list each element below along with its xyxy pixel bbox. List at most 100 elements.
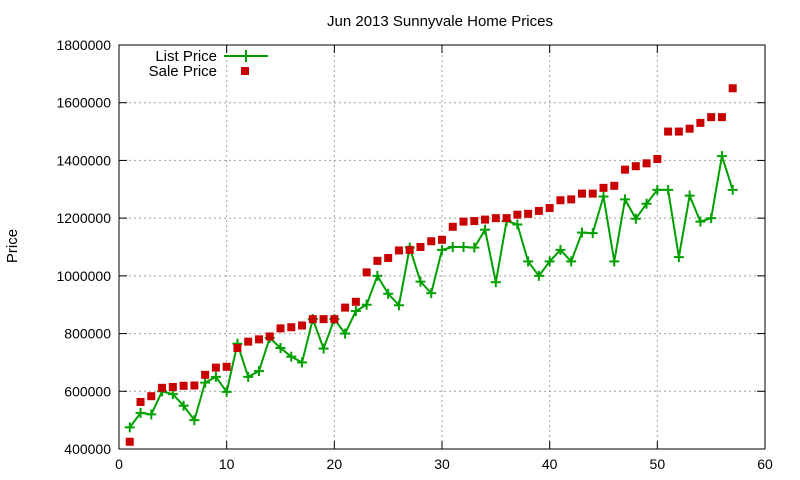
chart-title: Jun 2013 Sunnyvale Home Prices [327,13,553,30]
sale-price-point [685,124,694,133]
sale-price-point [502,214,511,223]
list-price-point [221,386,232,397]
x-tick-label: 0 [115,456,123,472]
list-price-point [426,288,437,299]
sale-price-point [222,362,231,371]
legend-marker-list-price [240,50,252,62]
list-price-point [415,276,426,287]
list-price-point [695,216,706,227]
sale-price-point [147,392,156,401]
sale-price-point [567,195,576,204]
sale-price-point [330,315,339,324]
sale-price-point [577,189,586,198]
sale-price-point [664,127,673,136]
sale-price-point [179,381,188,390]
sale-price-point [448,222,457,231]
y-axis-title: Price [4,229,21,263]
x-tick-label: 30 [434,456,450,472]
list-price-point [598,191,609,202]
sale-price-point [158,383,167,392]
sale-price-point [168,382,177,391]
list-price-point [663,184,674,195]
sale-price-point [201,370,210,379]
list-price-point [243,371,254,382]
sale-price-point [254,335,263,344]
axis-tick-labels: 400000 600000 800000 1000000 1200000 1400000 1… [56,37,773,472]
sale-price-point [233,344,242,352]
sale-price-point [556,196,565,205]
sale-price-point [696,118,705,127]
y-tick-label: 1800000 [56,37,111,53]
sale-price-point [405,245,414,254]
sale-price-point [642,159,651,168]
list-price-point [533,270,544,281]
sale-price-point [717,113,726,122]
list-price-point [447,242,458,252]
sale-price-point [491,214,500,223]
list-price-point [630,213,641,224]
legend-label-list-price: List Price [155,48,217,65]
sale-price-point [265,332,274,341]
list-price-point [480,224,491,235]
list-price-point [673,252,684,263]
list-price-point [641,198,652,209]
list-price-point [383,288,394,299]
sale-price-point [513,210,522,219]
list-price-point [189,415,200,426]
sale-price-point [276,324,285,333]
list-price-point [523,256,534,267]
list-price-point [372,270,383,281]
list-price-point [297,357,308,368]
list-price-point [727,184,738,195]
list-price-point [437,244,447,255]
series-list-price [124,151,738,433]
list-price-point [587,228,598,239]
sale-price-point [707,113,716,122]
sale-price-point [631,162,640,171]
list-price-point [544,256,555,267]
sale-price-point [588,189,597,198]
y-tick-label: 1000000 [56,268,111,284]
list-price-point [124,422,135,433]
list-price-point [286,351,297,362]
series-sale-price [125,84,737,446]
list-price-point [178,400,189,411]
sale-price-point [416,243,425,251]
legend: List Price Sale Price [149,48,268,80]
list-price-point [458,242,469,252]
list-price-point [555,244,566,255]
sale-price-point [394,246,403,255]
sale-price-point [470,217,479,226]
sale-price-point [308,315,317,324]
list-price-point [275,343,286,353]
legend-label-sale-price: Sale Price [149,63,217,80]
list-price-point [210,371,221,382]
list-price-point [684,190,695,201]
legend-marker-sale-price [241,67,249,75]
y-tick-label: 800000 [64,326,111,342]
list-price-point [706,213,717,224]
list-price-point [253,366,264,377]
sale-price-point [534,206,543,215]
list-price-point [350,306,361,317]
list-price-point [566,256,577,267]
sale-price-point [621,165,630,174]
list-price-point [652,184,663,195]
sale-price-point [319,315,328,324]
x-tick-label: 50 [650,456,666,472]
x-tick-label: 10 [219,456,235,472]
list-price-point [469,242,480,253]
list-price-point [512,219,523,230]
sale-price-point [244,337,253,346]
list-price-point [716,151,727,162]
list-price-point [340,328,351,339]
sale-price-point [674,127,683,136]
plot-frame [118,44,766,450]
sale-price-point [125,437,134,446]
sale-price-point [211,363,220,372]
list-price-point [361,299,372,310]
x-tick-label: 60 [757,456,773,472]
sale-price-point [438,235,446,244]
